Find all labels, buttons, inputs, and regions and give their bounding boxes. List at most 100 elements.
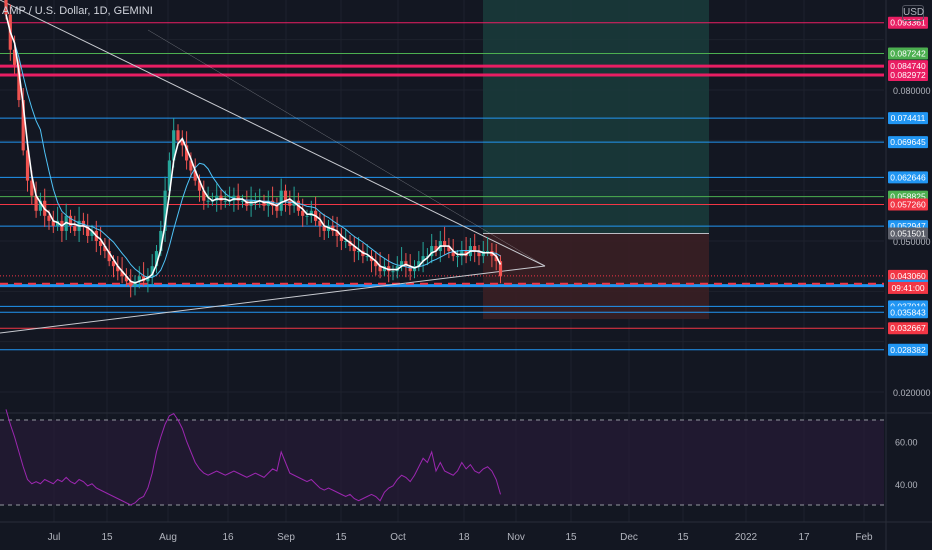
currency-button[interactable]: USD [902,5,924,21]
candle-body [481,251,485,257]
price-level-badge [888,322,928,335]
candle-body [494,256,498,262]
price-level-badge [888,227,928,240]
candle-body [318,220,322,226]
price-level-badge-text: 0.052947 [890,221,926,231]
candle-body [150,266,154,277]
candle-body [180,140,184,146]
candle-body [460,251,464,257]
candle-body [322,225,326,231]
price-level-badge-text: 0.074411 [891,113,926,123]
candle-body [447,246,451,252]
candle-body [365,256,369,258]
price-level-badge-text: 0.084740 [890,61,926,71]
symbol-title: AMP / U.S. Dollar, 1D, GEMINI [2,5,153,17]
candle-body [223,200,227,202]
trendline-lower [0,265,546,334]
time-tick-label: Nov [507,532,525,543]
candle-body [477,251,481,257]
candle-body [81,220,85,226]
price-level-badge [888,136,928,149]
candle-body [21,100,25,151]
candle-body [288,200,292,206]
candle-body [163,190,167,231]
price-level-badge [888,69,928,82]
candle-body [4,0,8,15]
candle-body [129,281,133,287]
price-level-badge-text: 0.051501 [890,228,926,238]
candle-body [421,256,425,262]
time-tick-label: Feb [855,532,873,543]
price-level-badge-text: 0.043060 [890,271,926,281]
candle-body [167,160,171,191]
time-tick-label: 18 [458,532,470,543]
price-level-badge-text: 0.057260 [890,199,926,209]
candle-body [120,271,124,277]
time-tick-label: 17 [798,532,810,543]
candle-body [202,190,206,201]
candle-body [86,225,90,236]
candle-body [47,215,51,221]
candle-body [374,261,378,267]
time-tick-label: 2022 [735,532,758,543]
candle-body [236,195,240,201]
candle-body [357,251,361,253]
candle-body [430,246,434,257]
candle-body [262,200,266,206]
candle-body [90,230,94,236]
price-tick-label: 0.080000 [893,86,931,96]
candle-body [107,251,111,262]
candle-body [111,261,116,267]
candle-body [309,210,313,216]
candle-body [240,200,245,202]
candle-body [305,215,309,217]
candle-body [434,246,438,252]
candle-body [197,180,202,191]
candle-body [486,251,490,253]
candle-body [103,246,107,252]
stop-zone [483,233,709,320]
candle-body [215,195,219,201]
candle-body [408,266,412,272]
price-level-badge [888,47,928,60]
price-level-badge [888,112,928,125]
sma-fast-line [5,14,502,284]
rsi-band-fill [0,420,884,505]
candle-body [99,241,103,247]
time-tick-label: Sep [277,532,295,543]
time-tick-label: 15 [677,532,689,543]
candle-body [124,276,128,282]
candle-body [51,220,55,226]
price-level-badge-text: 0.062646 [890,172,926,182]
rsi-tick-label: 40.00 [895,480,918,490]
candle-body [451,251,455,257]
candle-body [116,266,120,272]
candle-body [189,160,193,171]
time-tick-label: 15 [335,532,347,543]
trendline-upper [0,0,546,267]
candle-body [172,130,176,161]
price-level-badge-text: 0.058825 [890,192,926,202]
countdown-text: 09:41:00 [891,283,924,293]
price-level-badge [888,343,928,356]
candle-body [176,130,180,141]
candle-body [275,205,279,211]
rsi-line [5,409,501,506]
price-tick-label: 0.020000 [893,388,931,398]
candle-body [391,271,395,273]
candle-body [473,246,477,252]
candle-body [245,200,249,206]
candle-body [219,195,223,201]
candle-body [400,261,404,267]
candle-body [417,261,421,267]
rsi-tick-label: 60.00 [895,437,918,447]
price-level-badge [888,306,928,319]
candle-body [13,49,17,65]
price-level-badge-text: 0.032667 [890,323,926,333]
candle-body [339,235,343,241]
candle-body [38,200,42,211]
candle-body [185,145,189,161]
price-level-badge [888,16,928,29]
candle-body [154,251,159,267]
